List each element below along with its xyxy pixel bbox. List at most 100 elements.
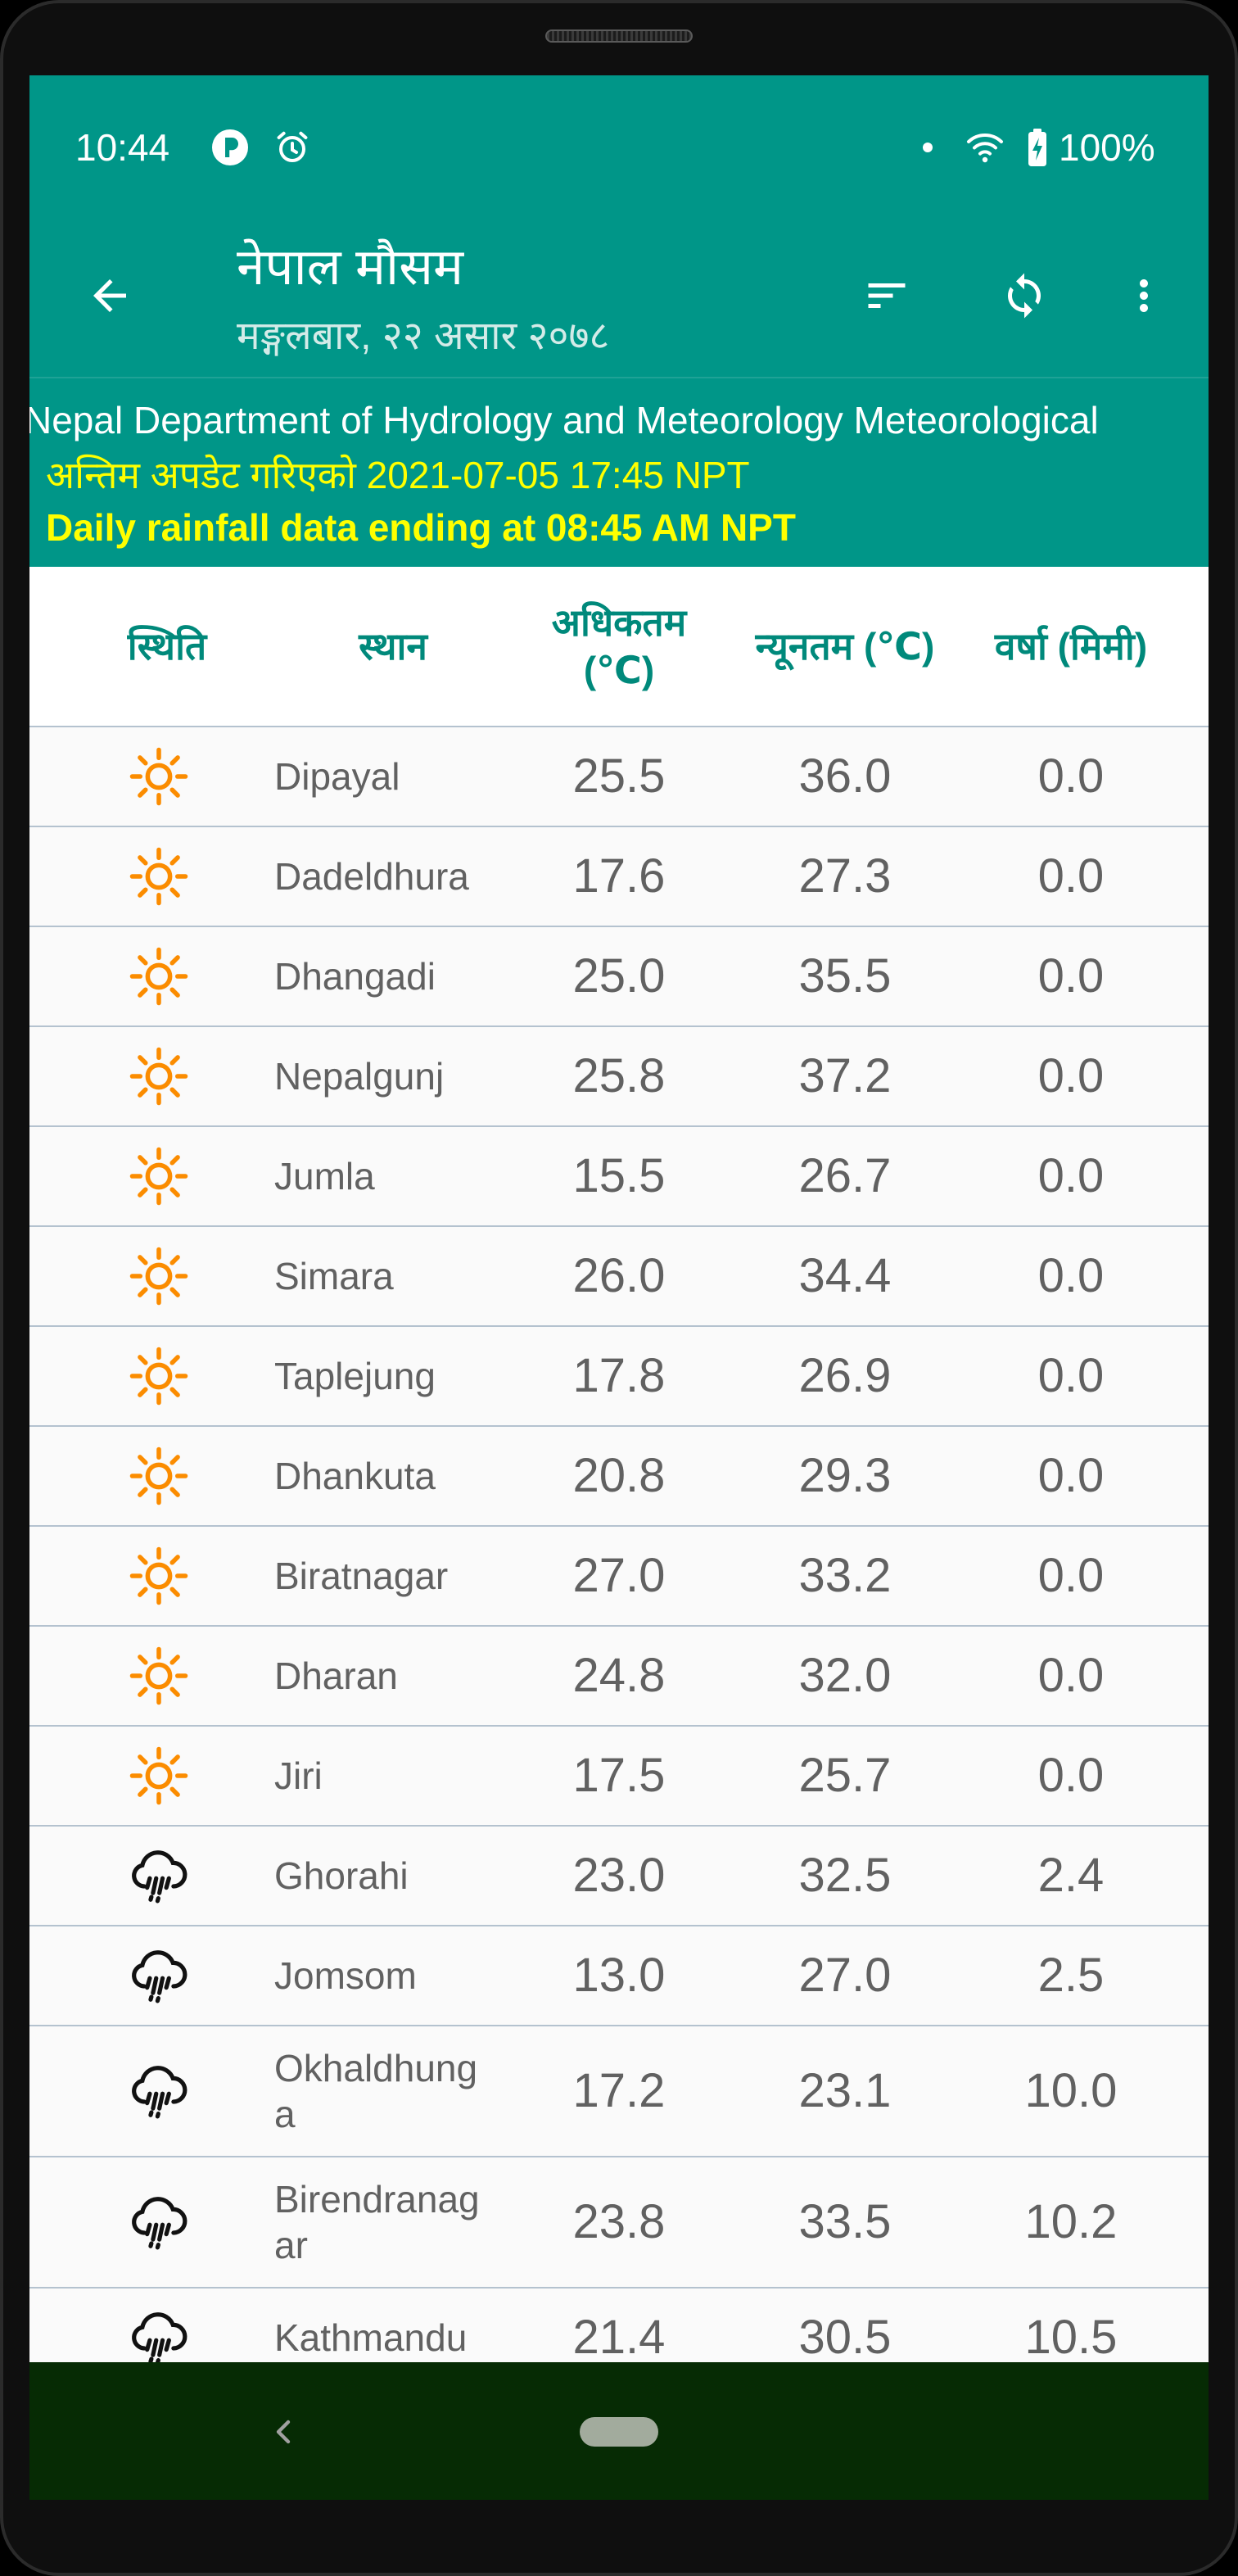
header-min-temp: न्यूनतम (℃) [755,625,935,668]
station-name: Jumla [274,1155,375,1197]
rainfall-value: 10.0 [1024,2064,1118,2117]
status-time: 10:44 [75,126,170,169]
header-status: स्थिति [127,625,207,668]
rain-cloud-icon [132,1850,188,1904]
weather-table-body: Dipayal 25.5 36.0 0.0 Dadeldhura 17.6 27.3 0.0 D… [29,727,1209,2388]
max-temp-value: 20.8 [572,1449,666,1502]
table-row[interactable]: Dhankuta 20.8 29.3 0.0 [29,1427,1209,1527]
rain-cloud-icon [132,2066,188,2119]
source-text: Nepal Department of Hydrology and Meteor… [29,399,1099,441]
table-row[interactable]: Simara 26.0 34.4 0.0 [29,1227,1209,1327]
rainfall-value: 0.0 [1037,1249,1105,1302]
home-pill-icon[interactable] [580,2417,658,2447]
refresh-icon [1008,273,1041,319]
condition-cell [54,1446,280,1505]
table-row[interactable]: Okhaldhunga 17.2 23.1 10.0 [29,2026,1209,2157]
table-row[interactable]: Birendranagar 23.8 33.5 10.2 [29,2157,1209,2289]
min-temp-value: 29.3 [798,1449,892,1502]
table-header: स्थिति स्थान अधिकतम (℃) न्यूनतम (℃) वर्ष… [29,567,1209,727]
sun-icon [129,1646,188,1705]
sort-button[interactable] [861,269,913,322]
table-row[interactable]: Jomsom 13.0 27.0 2.5 [29,1926,1209,2026]
table-row[interactable]: Dharan 24.8 32.0 0.0 [29,1627,1209,1727]
station-name: Biratnagar [274,1555,449,1597]
rainfall-value: 0.0 [1037,1049,1105,1102]
page-subtitle-date: मङ्गलबार, २२ असार २०७८ [237,315,610,358]
condition-cell [54,1247,280,1306]
min-temp-value: 33.2 [798,1549,892,1602]
max-temp-value: 17.8 [572,1349,666,1402]
max-temp-value: 15.5 [572,1149,666,1202]
min-temp-value: 26.9 [798,1349,892,1402]
rainfall-value: 0.0 [1037,1349,1105,1402]
last-updated-text: अन्तिम अपडेट गरिएको 2021-07-05 17:45 NPT [46,454,750,496]
rainfall-note-text: Daily rainfall data ending at 08:45 AM N… [46,506,796,549]
table-row[interactable]: Ghorahi 23.0 32.5 2.4 [29,1827,1209,1926]
table-row[interactable]: Nepalgunj 25.8 37.2 0.0 [29,1027,1209,1127]
min-temp-value: 25.7 [798,1749,892,1802]
max-temp-value: 23.8 [572,2195,666,2248]
table-row[interactable]: Biratnagar 27.0 33.2 0.0 [29,1527,1209,1627]
rainfall-value: 10.2 [1024,2195,1118,2248]
station-name: Okhaldhunga [274,2047,478,2135]
sort-icon [868,283,906,308]
rainfall-value: 10.5 [1024,2311,1118,2364]
table-row[interactable]: Jumla 15.5 26.7 0.0 [29,1127,1209,1227]
sun-icon [129,947,188,1006]
sun-icon [129,1746,188,1805]
min-temp-value: 36.0 [798,749,892,803]
table-row[interactable]: Taplejung 17.8 26.9 0.0 [29,1327,1209,1427]
header-rainfall: वर्षा (मिमी) [994,625,1148,668]
sun-icon [129,747,188,806]
rain-cloud-icon [132,1950,188,2003]
min-temp-value: 26.7 [798,1149,892,1202]
condition-cell [54,1546,280,1605]
status-bar: 10:44 100% [29,75,1209,213]
table-row[interactable]: Dhangadi 25.0 35.5 0.0 [29,927,1209,1027]
rainfall-value: 2.4 [1037,1849,1105,1902]
max-temp-value: 27.0 [572,1549,666,1602]
max-temp-value: 13.0 [572,1949,666,2002]
condition-cell [54,847,280,906]
dot-icon [923,143,933,152]
refresh-button[interactable] [998,269,1050,322]
more-vert-icon [1140,279,1148,312]
station-name: Kathmandu [274,2316,468,2359]
min-temp-value: 35.5 [798,949,892,1003]
screen: 10:44 100% [29,75,1209,2500]
min-temp-value: 34.4 [798,1249,892,1302]
rainfall-value: 0.0 [1037,849,1105,903]
rain-cloud-icon [132,2197,188,2250]
back-button[interactable] [84,269,136,322]
min-temp-value: 30.5 [798,2311,892,2364]
max-temp-value: 17.5 [572,1749,666,1802]
condition-cell [54,1950,280,2003]
sun-icon [129,1546,188,1605]
max-temp-value: 25.5 [572,749,666,803]
table-row[interactable]: Dadeldhura 17.6 27.3 0.0 [29,827,1209,927]
nav-back-icon[interactable] [264,2412,304,2452]
station-name: Dadeldhura [274,855,469,898]
max-temp-value: 25.0 [572,949,666,1003]
station-name: Dharan [274,1655,398,1697]
condition-cell [54,2066,280,2119]
more-options-button[interactable] [1118,269,1170,322]
sun-icon [129,1347,188,1406]
min-temp-value: 27.3 [798,849,892,903]
rainfall-value: 0.0 [1037,1749,1105,1802]
header-station: स्थान [359,625,427,668]
rainfall-value: 0.0 [1037,1649,1105,1702]
table-row[interactable]: Jiri 17.5 25.7 0.0 [29,1727,1209,1827]
info-banner: Nepal Department of Hydrology and Meteor… [29,377,1209,567]
station-name: Jomsom [274,1954,417,1997]
station-name: Taplejung [274,1355,436,1397]
rainfall-value: 2.5 [1037,1949,1105,2002]
rainfall-value: 0.0 [1037,1149,1105,1202]
station-name: Birendranagar [274,2178,480,2266]
table-row[interactable]: Dipayal 25.5 36.0 0.0 [29,727,1209,827]
alarm-icon [277,131,308,162]
max-temp-value: 25.8 [572,1049,666,1102]
condition-cell [54,947,280,1006]
max-temp-value: 24.8 [572,1649,666,1702]
